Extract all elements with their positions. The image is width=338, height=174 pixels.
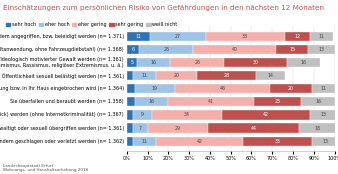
Bar [208,123,299,133]
Text: 42: 42 [263,112,269,117]
Text: 46: 46 [219,86,225,91]
Bar [270,84,312,93]
Bar [147,123,208,133]
Text: 16: 16 [151,60,157,65]
Bar [150,32,206,41]
Bar [287,58,320,67]
Bar [127,123,133,133]
Bar [168,97,254,106]
Bar [206,32,285,41]
Text: 28: 28 [223,73,230,78]
Bar [135,97,168,106]
Bar [312,137,338,146]
Bar [133,71,156,80]
Text: 23: 23 [274,99,281,104]
Bar [312,84,335,93]
Text: 11: 11 [320,86,326,91]
Bar [254,97,301,106]
Text: 20: 20 [288,86,294,91]
Bar [276,45,308,54]
Text: 19: 19 [152,86,158,91]
Bar [127,97,135,106]
Text: 5: 5 [130,60,134,65]
Bar [152,110,222,120]
Text: 11: 11 [141,73,147,78]
Text: 33: 33 [274,139,281,144]
Bar [193,45,276,54]
Bar [127,58,137,67]
Bar [197,71,256,80]
Text: 13: 13 [318,47,324,52]
Text: 13: 13 [320,112,326,117]
Legend: sehr hoch, eher hoch, eher gering, sehr gering, weiß nicht: sehr hoch, eher hoch, eher gering, sehr … [6,22,177,27]
Bar [156,71,197,80]
Text: 16: 16 [149,99,155,104]
Text: 6: 6 [131,47,135,52]
Text: 18: 18 [315,125,321,130]
Text: 11: 11 [318,34,324,39]
Text: 44: 44 [250,125,257,130]
Bar [243,137,312,146]
Bar [133,110,152,120]
Text: 12: 12 [294,34,300,39]
Text: 9: 9 [141,112,144,117]
Bar [127,71,133,80]
Bar [301,97,335,106]
Bar [174,84,270,93]
Text: 26: 26 [163,47,169,52]
Bar [222,110,310,120]
Bar [137,58,170,67]
Text: 13: 13 [322,139,328,144]
Text: 41: 41 [208,99,214,104]
Text: 11: 11 [135,34,141,39]
Bar [139,45,193,54]
Bar [133,137,156,146]
Bar [127,84,135,93]
Text: 27: 27 [175,34,181,39]
Bar [310,32,333,41]
Text: 34: 34 [184,112,190,117]
Text: 16: 16 [315,99,321,104]
Bar [133,123,147,133]
Bar [127,110,133,120]
Bar [256,71,285,80]
Bar [308,45,335,54]
Text: 16: 16 [300,60,307,65]
Bar [127,45,139,54]
Bar [127,32,150,41]
Bar [170,58,224,67]
Bar [299,123,337,133]
Text: 30: 30 [252,60,259,65]
Text: 7: 7 [139,125,142,130]
Text: 14: 14 [267,73,273,78]
Text: Landeshauptstadt Erfurt
Wohnungs- und Haushaltserhebung 2018: Landeshauptstadt Erfurt Wohnungs- und Ha… [3,164,89,172]
Text: 42: 42 [196,139,202,144]
Bar [127,137,133,146]
Bar [156,137,243,146]
Text: Einschätzungen zum persönlichen Risiko von Gefährdungen in den nächsten 12 Monat: Einschätzungen zum persönlichen Risiko v… [3,5,324,11]
Text: 20: 20 [174,73,179,78]
Bar [224,58,287,67]
Bar [285,32,310,41]
Text: 26: 26 [194,60,200,65]
Bar [135,84,174,93]
Text: 40: 40 [232,47,238,52]
Text: 29: 29 [175,125,181,130]
Text: 15: 15 [289,47,295,52]
Bar [310,110,337,120]
Text: 11: 11 [141,139,147,144]
Text: 38: 38 [242,34,248,39]
